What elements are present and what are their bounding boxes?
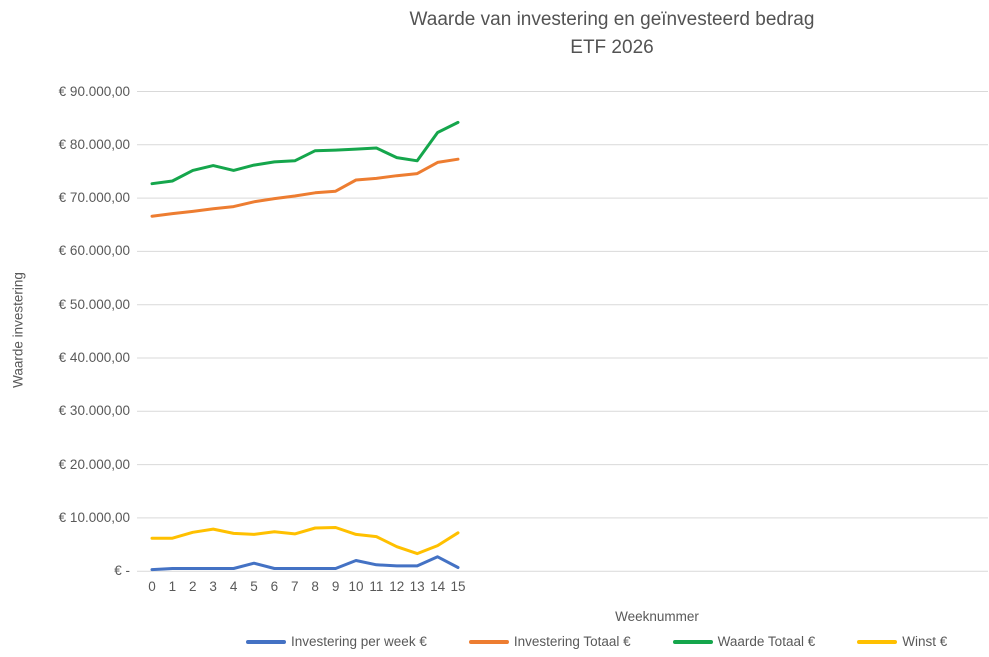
y-tick-label: € - — [114, 563, 130, 579]
y-tick-label: € 50.000,00 — [58, 296, 130, 312]
series-line-investering-totaal — [150, 157, 460, 218]
x-tick-label: 2 — [189, 579, 197, 594]
legend-line-swatch — [246, 639, 286, 644]
x-tick-label: 11 — [369, 579, 384, 594]
x-tick-label: 6 — [270, 579, 279, 594]
y-tick-label: € 80.000,00 — [58, 136, 130, 152]
chart-title: Waarde van investering en geïnvesteerd b… — [410, 6, 815, 62]
y-tick-label: € 40.000,00 — [58, 350, 130, 365]
x-tick-label: 1 — [168, 579, 177, 594]
x-tick-label: 7 — [291, 579, 299, 594]
legend-label: Waarde Totaal € — [717, 634, 816, 649]
legend-item: Investering per week € — [246, 634, 427, 649]
legend-label: Investering per week € — [291, 634, 427, 649]
x-tick-label: 9 — [331, 579, 340, 594]
legend: Investering per week € Investering Totaal… — [246, 634, 947, 649]
legend-item: Investering Totaal € — [468, 634, 631, 649]
legend-line-swatch — [857, 639, 898, 644]
y-tick-label: € 30.000,00 — [58, 403, 130, 419]
y-tick-label: € 70.000,00 — [58, 190, 130, 206]
y-tick-label: € 90.000,00 — [58, 83, 130, 99]
chart-title-line1: Waarde van investering en geïnvesteerd b… — [409, 9, 815, 30]
x-tick-label: 13 — [409, 579, 425, 594]
x-tick-label: 4 — [229, 579, 238, 594]
y-tick-label: € 20.000,00 — [58, 456, 130, 472]
x-tick-label: 14 — [430, 579, 446, 594]
chart-title-line2: ETF 2026 — [570, 37, 654, 58]
legend-label: Investering Totaal € — [513, 634, 631, 649]
legend-line-swatch — [468, 639, 509, 644]
x-tick-label: 3 — [209, 579, 217, 594]
x-tick-label: 8 — [311, 579, 319, 594]
legend-line-swatch — [672, 639, 713, 644]
series-line-winst — [150, 526, 460, 556]
x-tick-label: 15 — [450, 579, 466, 594]
legend-item: Winst € — [857, 634, 947, 649]
series-line-waarde-totaal — [150, 120, 460, 186]
x-tick-label: 0 — [148, 579, 156, 594]
legend-label: Winst € — [902, 634, 948, 649]
y-tick-label: € 60.000,00 — [58, 243, 130, 259]
y-tick-label: € 10.000,00 — [58, 509, 130, 525]
legend-item: Waarde Totaal € — [672, 634, 816, 649]
x-tick-label: 10 — [348, 579, 364, 594]
x-axis-title: Weeknummer — [615, 609, 699, 624]
x-tick-label: 12 — [389, 579, 405, 594]
x-tick-label: 5 — [250, 579, 258, 594]
series-line-investering-per-week — [150, 555, 460, 572]
